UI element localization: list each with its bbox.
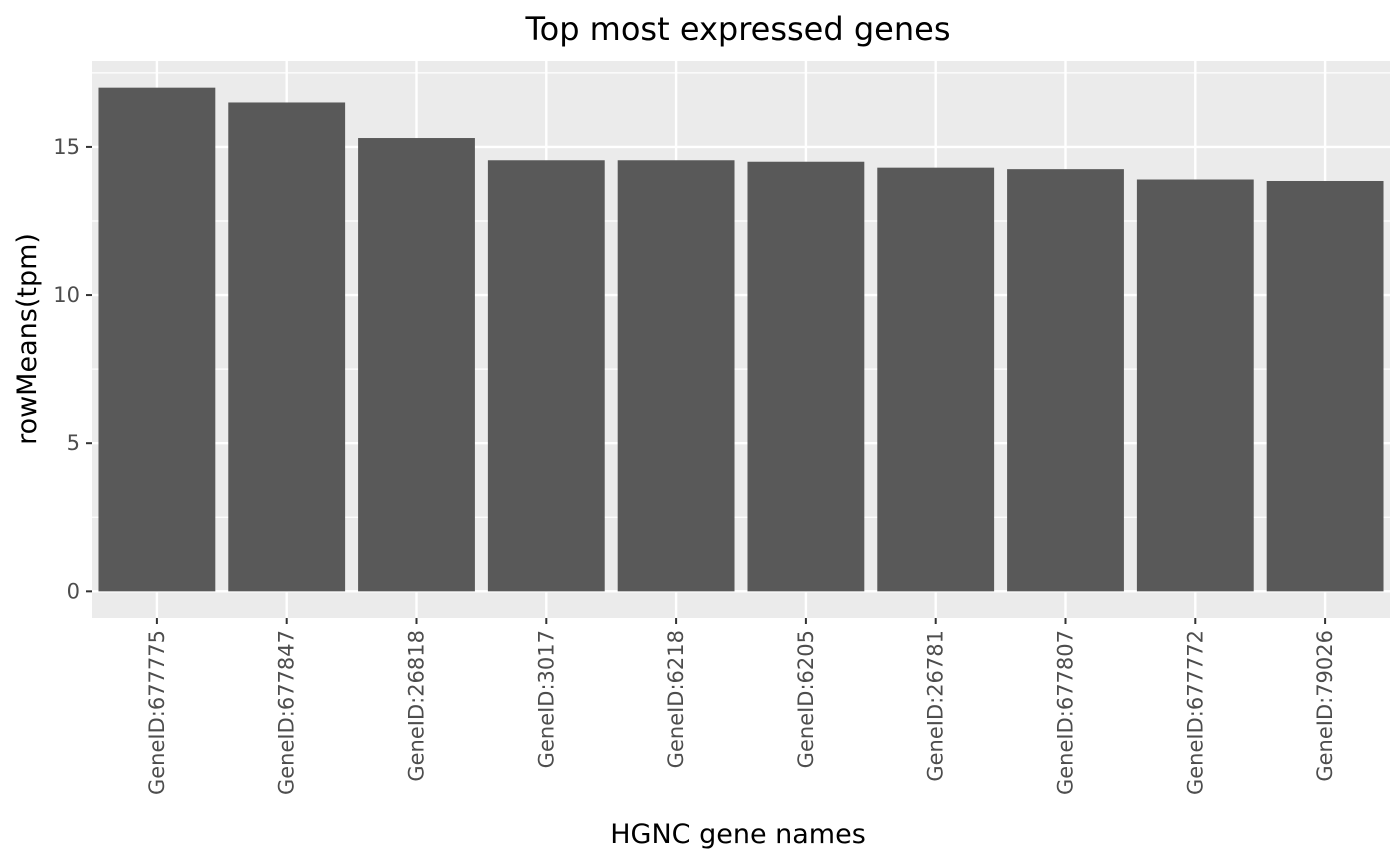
x-tick-label: GeneID:677775	[145, 630, 169, 795]
x-tick-label: GeneID:6218	[664, 630, 688, 768]
x-tick-label: GeneID:677807	[1054, 630, 1078, 795]
bar	[228, 102, 346, 592]
y-tick-label: 15	[53, 135, 80, 159]
bar	[1266, 180, 1384, 592]
y-axis-title: rowMeans(tpm)	[12, 233, 43, 445]
bars	[98, 87, 1384, 592]
y-tick-label: 5	[67, 431, 80, 455]
y-axis: 0 5 10 15	[53, 135, 92, 603]
x-axis-title: HGNC gene names	[610, 819, 866, 850]
x-tick-label: GeneID:79026	[1313, 630, 1337, 782]
x-tick-label: GeneID:26781	[924, 630, 948, 782]
x-tick-label: GeneID:6205	[794, 630, 818, 768]
bar	[877, 167, 995, 592]
bar	[98, 87, 216, 592]
bar	[747, 161, 865, 592]
bar	[617, 160, 735, 592]
bar	[487, 160, 605, 592]
bar	[1136, 179, 1254, 592]
chart-title: Top most expressed genes	[525, 10, 951, 48]
bar	[358, 138, 475, 592]
bar	[1007, 169, 1124, 592]
x-tick-label: GeneID:26818	[405, 630, 429, 782]
x-tick-label: GeneID:677847	[275, 630, 299, 795]
x-axis: GeneID:677775 GeneID:677847 GeneID:26818 Ge…	[145, 618, 1337, 795]
x-tick-label: GeneID:677772	[1183, 630, 1207, 795]
y-tick-label: 10	[53, 283, 80, 307]
y-tick-label: 0	[67, 579, 80, 603]
x-tick-label: GeneID:3017	[534, 630, 558, 768]
